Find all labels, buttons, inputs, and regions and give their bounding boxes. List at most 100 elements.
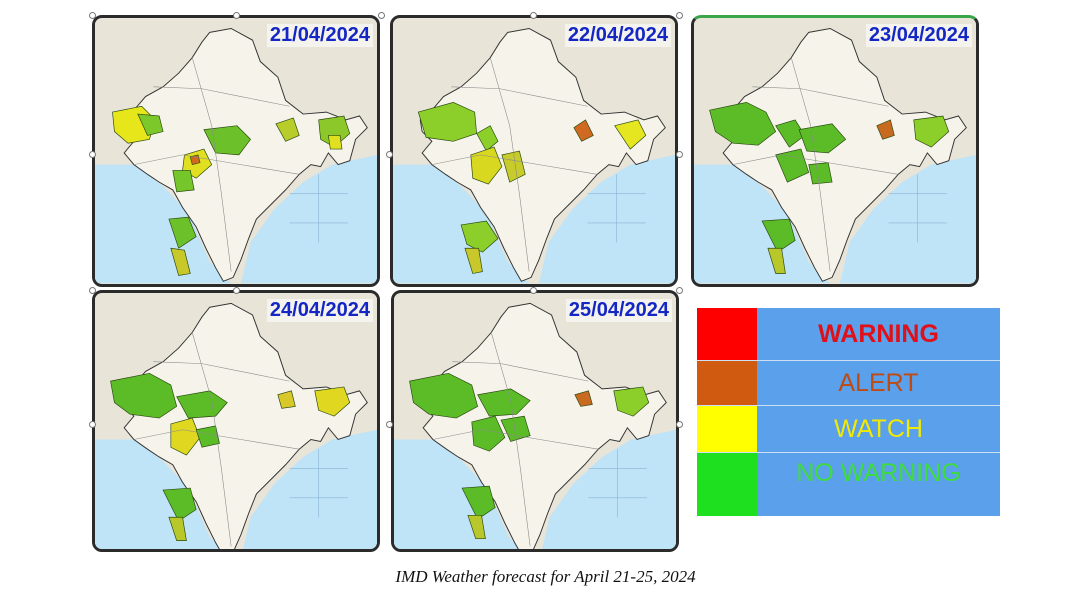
arabian-sea — [394, 439, 522, 549]
legend: WARNING ALERT WATCH NO WARNING — [697, 308, 1000, 516]
district-region — [876, 119, 895, 140]
map-panel-day3: 23/04/2024 — [691, 15, 979, 287]
map-date-label: 22/04/2024 — [564, 24, 671, 47]
india-map — [694, 18, 976, 284]
district-region — [775, 148, 810, 183]
legend-swatch — [697, 453, 757, 516]
district-region — [767, 247, 786, 274]
india-map — [95, 293, 377, 549]
arabian-sea — [95, 439, 223, 549]
selection-handle[interactable] — [386, 421, 393, 428]
district-region — [808, 162, 833, 185]
district-region — [203, 125, 252, 156]
sea-grid — [888, 174, 947, 243]
district-region — [467, 514, 486, 540]
state-boundaries — [133, 57, 300, 272]
state-boundaries — [431, 57, 598, 272]
legend-label: WARNING — [818, 319, 939, 348]
legend-swatch — [697, 406, 757, 452]
selection-handle[interactable] — [89, 151, 96, 158]
selection-handle[interactable] — [378, 12, 385, 19]
district-region — [574, 390, 593, 407]
selection-handle[interactable] — [676, 287, 683, 294]
district-region — [461, 485, 496, 520]
district-region — [170, 417, 201, 456]
selection-handle[interactable] — [530, 12, 537, 19]
selection-handle[interactable] — [530, 287, 537, 294]
bay-of-bengal — [240, 154, 377, 284]
legend-label: ALERT — [838, 368, 919, 397]
india-map — [95, 18, 377, 284]
map-date-label: 21/04/2024 — [266, 24, 373, 47]
district-region — [409, 372, 479, 419]
district-region — [170, 247, 191, 276]
bay-of-bengal — [839, 154, 976, 284]
district-region — [110, 372, 178, 419]
district-region — [137, 113, 164, 136]
district-region — [761, 218, 796, 253]
district-region — [573, 119, 594, 142]
selection-handle[interactable] — [676, 151, 683, 158]
figure-caption: IMD Weather forecast for April 21-25, 20… — [395, 567, 696, 586]
selection-handle[interactable] — [89, 421, 96, 428]
sea-grid — [588, 449, 647, 518]
map-panel-day5: 25/04/2024 — [391, 290, 679, 552]
district-region — [327, 135, 343, 150]
legend-swatch — [697, 361, 757, 405]
legend-row-warning: WARNING — [697, 308, 1000, 360]
sea-grid — [587, 174, 646, 243]
sea-grid — [289, 174, 348, 243]
state-boundaries — [133, 332, 300, 547]
map-date-label: 25/04/2024 — [565, 299, 672, 322]
arabian-sea — [694, 164, 831, 284]
selection-handle[interactable] — [233, 12, 240, 19]
district-region — [168, 516, 187, 541]
district-region — [464, 247, 483, 274]
district-region — [614, 119, 647, 150]
bay-of-bengal — [542, 429, 676, 549]
district-region — [314, 386, 351, 417]
selection-handle[interactable] — [89, 287, 96, 294]
map-date-label: 23/04/2024 — [865, 24, 972, 47]
district-region — [172, 170, 195, 193]
map-panel-day4: 24/04/2024 — [92, 290, 380, 552]
selection-handle[interactable] — [676, 12, 683, 19]
district-region — [471, 415, 506, 452]
india-map — [394, 293, 676, 549]
district-region — [476, 125, 499, 152]
selection-handle[interactable] — [233, 287, 240, 294]
legend-label: WATCH — [834, 414, 923, 443]
district-region — [709, 102, 777, 146]
district-region — [275, 117, 300, 142]
map-panel-day1: 21/04/2024 — [92, 15, 380, 287]
india-map — [393, 18, 675, 284]
district-region — [460, 220, 499, 253]
bay-of-bengal — [243, 429, 377, 549]
state-boundaries — [732, 57, 899, 272]
selection-handle[interactable] — [676, 421, 683, 428]
district-region — [613, 386, 650, 417]
legend-row-alert: ALERT — [697, 360, 1000, 405]
legend-label: NO WARNING — [796, 459, 961, 487]
legend-swatch — [697, 308, 757, 360]
arabian-sea — [393, 164, 530, 284]
district-region — [913, 115, 950, 148]
legend-row-watch: WATCH — [697, 405, 1000, 452]
district-region — [168, 216, 197, 249]
map-panel-day2: 22/04/2024 — [390, 15, 678, 287]
district-region — [195, 425, 220, 448]
district-region — [798, 123, 847, 154]
bay-of-bengal — [538, 154, 675, 284]
district-region — [318, 115, 351, 148]
district-region — [176, 390, 228, 419]
legend-row-no-warning: NO WARNING — [697, 452, 1000, 516]
arabian-sea — [95, 164, 232, 284]
selection-handle[interactable] — [386, 151, 393, 158]
map-date-label: 24/04/2024 — [266, 299, 373, 322]
district-region — [470, 146, 503, 185]
sea-grid — [289, 449, 348, 518]
india-outline — [419, 27, 666, 282]
selection-handle[interactable] — [89, 12, 96, 19]
district-region — [162, 487, 197, 522]
state-boundaries — [432, 332, 599, 547]
